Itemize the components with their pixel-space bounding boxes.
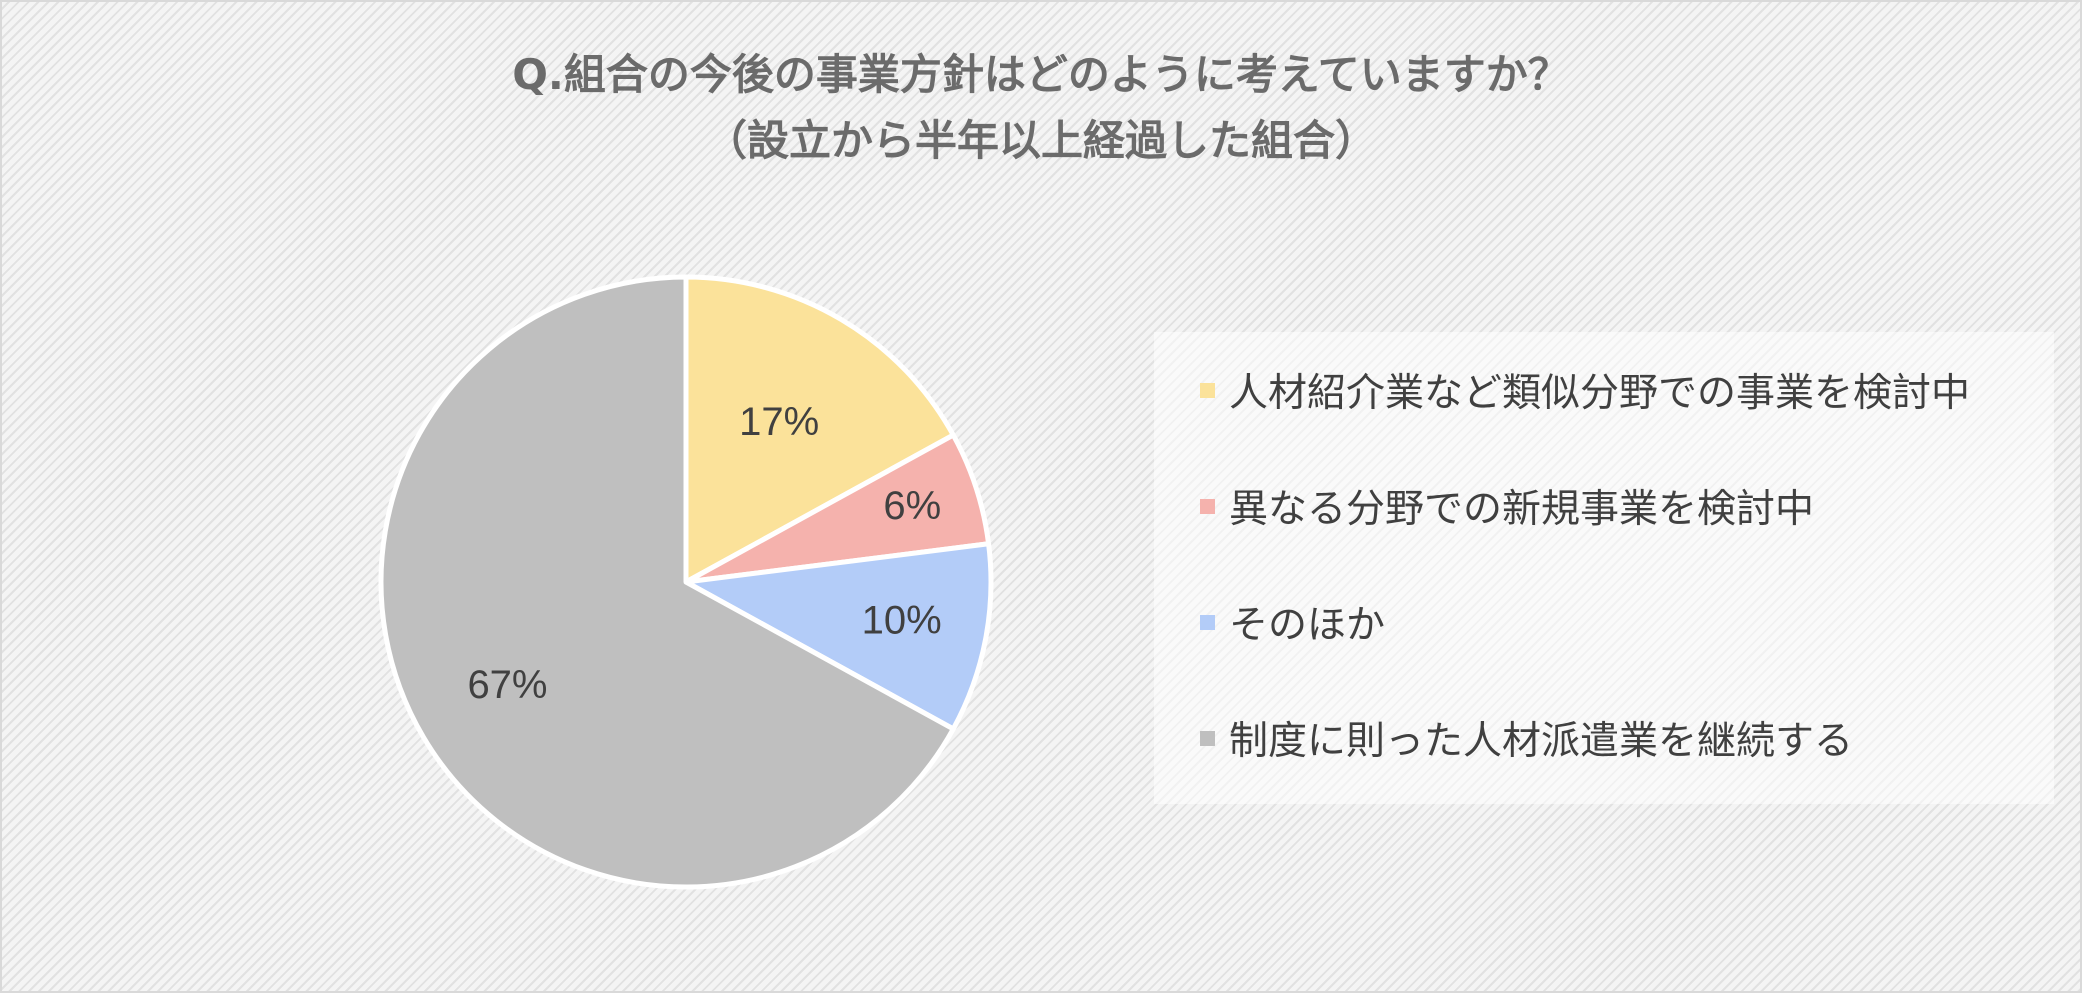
- legend-item-new-business: 異なる分野での新規事業を検討中: [1200, 478, 1814, 534]
- pie-label-continue-dispatch: 67%: [467, 663, 547, 707]
- legend-item-continue-dispatch: 制度に則った人材派遣業を継続する: [1200, 710, 1853, 766]
- pie-label-similar-business: 17%: [739, 400, 819, 444]
- legend-swatch: [1200, 614, 1215, 630]
- legend-label: 人材紹介業など類似分野での事業を検討中: [1229, 371, 1971, 416]
- legend-swatch: [1200, 730, 1215, 746]
- chart-title: Q.組合の今後の事業方針はどのように考えていますか？: [512, 50, 1570, 99]
- legend: 人材紹介業など類似分野での事業を検討中 異なる分野での新規事業を検討中 そのほか…: [1154, 332, 2054, 804]
- legend-label: 制度に則った人材派遣業を継続する: [1229, 719, 1854, 764]
- legend-item-other: そのほか: [1200, 594, 1385, 650]
- pie-label-other: 10%: [862, 599, 942, 643]
- pie-slice-continue-dispatch: [378, 274, 956, 890]
- pie-slice-similar-business: [683, 274, 956, 585]
- pie-slice-other: [683, 541, 994, 732]
- chart-subtitle: （設立から半年以上経過した組合）: [704, 116, 1377, 165]
- legend-swatch: [1200, 382, 1215, 398]
- legend-swatch: [1200, 498, 1215, 514]
- legend-label: そのほか: [1229, 603, 1386, 648]
- pie-label-new-business: 6%: [883, 484, 941, 528]
- chart-title-block: Q.組合の今後の事業方針はどのように考えていますか？ （設立から半年以上経過した…: [2, 42, 2080, 174]
- legend-item-similar-business: 人材紹介業など類似分野での事業を検討中: [1200, 362, 1970, 418]
- legend-label: 異なる分野での新規事業を検討中: [1229, 487, 1815, 532]
